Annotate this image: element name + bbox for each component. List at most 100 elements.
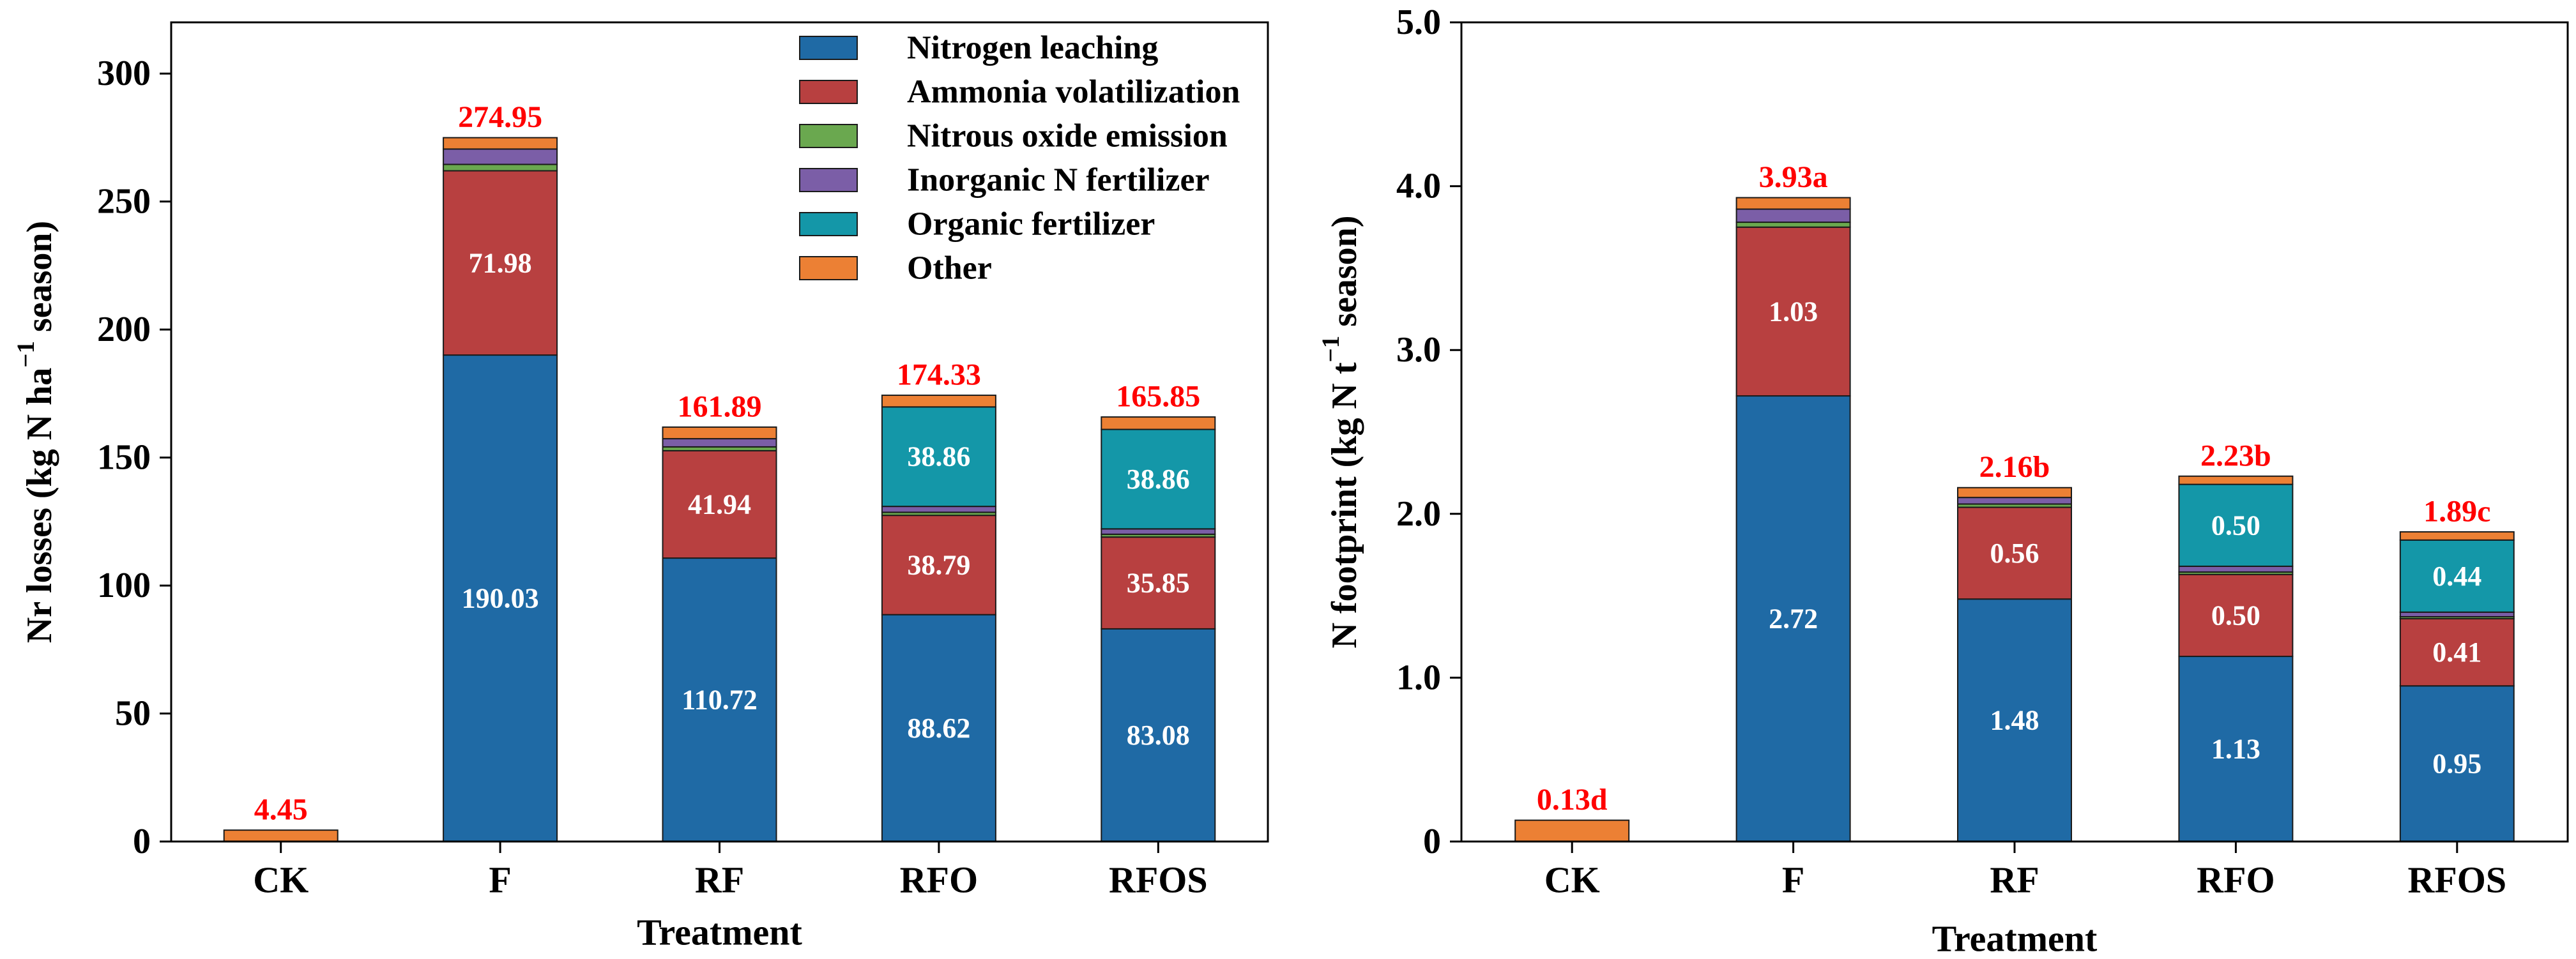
bar-ck-other <box>1514 819 1630 842</box>
y-tick-label: 5.0 <box>1396 3 1441 42</box>
bars-chart-1: 4.45 190.03 71.98 274.95 110.72 41.94 161.89 88… <box>223 100 1216 843</box>
x-tick-label-rfo: RFO <box>900 859 978 901</box>
legend-label: Organic fertilizer <box>907 206 1155 243</box>
y-tick-label: 4.0 <box>1396 167 1441 206</box>
bar-rfo-ammonia-volatilization <box>881 515 996 615</box>
y-tick-label: 300 <box>97 54 151 93</box>
total-label-f: 274.95 <box>458 100 542 134</box>
legend-swatch-other <box>799 256 858 280</box>
bar-value-label: 0.50 <box>2211 510 2260 541</box>
bar-value-label: 1.03 <box>1769 296 1818 327</box>
y-tick-label: 150 <box>97 438 151 478</box>
x-tick-label-ck: CK <box>253 859 309 901</box>
bar-rfos-ammonia-volatilization <box>1101 536 1216 630</box>
legend-swatch-organic-fertilizer <box>799 212 858 236</box>
bar-f-ammonia-volatilization <box>443 170 558 356</box>
bar-value-label: 38.79 <box>907 549 970 580</box>
bar-rfos-ammonia-volatilization <box>2399 618 2515 687</box>
legend-label: Nitrogen leaching <box>907 30 1158 66</box>
chart-1: 4.45 190.03 71.98 274.95 110.72 41.94 161.89 88… <box>12 21 1269 953</box>
x-axis-ticks: CK F RF RFO RFOS <box>253 842 1208 901</box>
bar-rfos-other <box>2399 531 2515 541</box>
y-tick-label: 100 <box>97 566 151 605</box>
bar-value-label: 1.13 <box>2211 734 2260 765</box>
x-axis-label: Treatment <box>1932 918 2098 959</box>
y-tick-label: 200 <box>97 310 151 349</box>
bar-rfos-organic-fertilizer <box>1101 428 1216 530</box>
bar-value-label: 0.41 <box>2432 637 2481 668</box>
bar-rfo-other <box>881 395 996 408</box>
legend-label: Ammonia volatilization <box>907 74 1240 110</box>
bar-value-label: 0.50 <box>2211 600 2260 631</box>
bar-rf-other <box>662 426 777 440</box>
y-axis-ticks: 0 1.0 2.0 3.0 4.0 5.0 <box>1396 3 1461 861</box>
bar-value-label: 0.95 <box>2432 748 2481 780</box>
total-label-rfo: 174.33 <box>897 358 981 392</box>
legend-label: Nitrous oxide emission <box>907 118 1228 155</box>
bar-rfo-organic-fertilizer <box>2178 483 2294 567</box>
legend-label: Inorganic N fertilizer <box>907 162 1210 199</box>
bar-rfo-inorganic-n <box>881 506 996 513</box>
y-tick-label: 0 <box>133 822 151 861</box>
bar-rf-nitrogen-leaching <box>662 557 777 842</box>
chart-2: 0.13d 2.72 1.03 3.93a 1.48 0.56 2.16b 1.13 0.50 0… <box>1317 3 2569 959</box>
bar-rfo-other <box>2178 475 2294 485</box>
y-axis-label: Nr losses (kg N ha−1 season) <box>12 221 59 643</box>
legend-swatch-nitrogen-leaching <box>799 36 858 60</box>
y-tick-label: 250 <box>97 182 151 222</box>
total-label-rf: 2.16b <box>1979 450 2050 484</box>
bar-value-label: 190.03 <box>462 583 539 614</box>
bar-f-other <box>1735 197 1851 210</box>
bar-value-label: 1.48 <box>1990 705 2039 736</box>
bar-rfos-nitrogen-leaching <box>2399 685 2515 842</box>
bar-value-label: 0.56 <box>1990 538 2039 569</box>
legend-swatch-nitrous-oxide <box>799 124 858 148</box>
bar-rf-ammonia-volatilization <box>1957 506 2072 600</box>
bar-value-label: 41.94 <box>688 489 751 520</box>
y-tick-label: 1.0 <box>1396 658 1441 697</box>
bar-f-nitrous-oxide <box>1735 222 1851 228</box>
bar-rfo-nitrogen-leaching <box>881 614 996 843</box>
legend: Nitrogen leaching Ammonia volatilization N… <box>799 30 1240 287</box>
total-label-ck: 0.13d <box>1537 783 1608 817</box>
bar-rfo-ammonia-volatilization <box>2178 573 2294 658</box>
bar-rfo-inorganic-n <box>2178 565 2294 573</box>
bar-rfo-organic-fertilizer <box>881 406 996 508</box>
bar-rfos-nitrogen-leaching <box>1101 628 1216 842</box>
bar-rf-nitrogen-leaching <box>1957 598 2072 842</box>
y-tick-label: 0 <box>1423 822 1441 861</box>
y-tick-label: 2.0 <box>1396 494 1441 534</box>
total-label-rfos: 165.85 <box>1116 380 1200 414</box>
bar-value-label: 88.62 <box>907 713 970 744</box>
bar-ck-other <box>223 829 339 843</box>
bar-rfos-organic-fertilizer <box>2399 539 2515 613</box>
total-label-rfo: 2.23b <box>2200 439 2271 472</box>
legend-label: Other <box>907 250 992 287</box>
bar-value-label: 38.86 <box>1127 464 1190 495</box>
bar-value-label: 110.72 <box>682 684 758 716</box>
x-axis-ticks: CK F RF RFO RFOS <box>1544 842 2506 901</box>
x-tick-label-ck: CK <box>1544 859 1600 901</box>
total-label-rfos: 1.89c <box>2423 495 2490 529</box>
x-tick-label-rfos: RFOS <box>2407 859 2506 901</box>
bar-value-label: 71.98 <box>469 247 532 278</box>
y-tick-label: 3.0 <box>1396 330 1441 370</box>
bar-f-inorganic-n <box>1735 208 1851 223</box>
bar-rf-inorganic-n <box>662 438 777 448</box>
legend-swatch-ammonia-volatilization <box>799 80 858 104</box>
bar-f-nitrous-oxide <box>443 163 558 172</box>
bar-f-inorganic-n <box>443 148 558 165</box>
x-tick-label-f: F <box>1782 859 1804 901</box>
y-axis-ticks: 0 50 100 150 200 250 300 <box>97 54 171 861</box>
bar-rfos-inorganic-n <box>2399 611 2515 617</box>
bar-rf-ammonia-volatilization <box>662 449 777 559</box>
x-tick-label-rfo: RFO <box>2197 859 2275 901</box>
x-tick-label-rfos: RFOS <box>1109 859 1208 901</box>
x-tick-label-rf: RF <box>1990 859 2039 901</box>
bar-rfos-inorganic-n <box>1101 528 1216 535</box>
bar-value-label: 2.72 <box>1769 603 1818 635</box>
legend-swatch-inorganic-n <box>799 168 858 192</box>
x-axis-label: Treatment <box>637 912 802 953</box>
x-tick-label-f: F <box>489 859 511 901</box>
